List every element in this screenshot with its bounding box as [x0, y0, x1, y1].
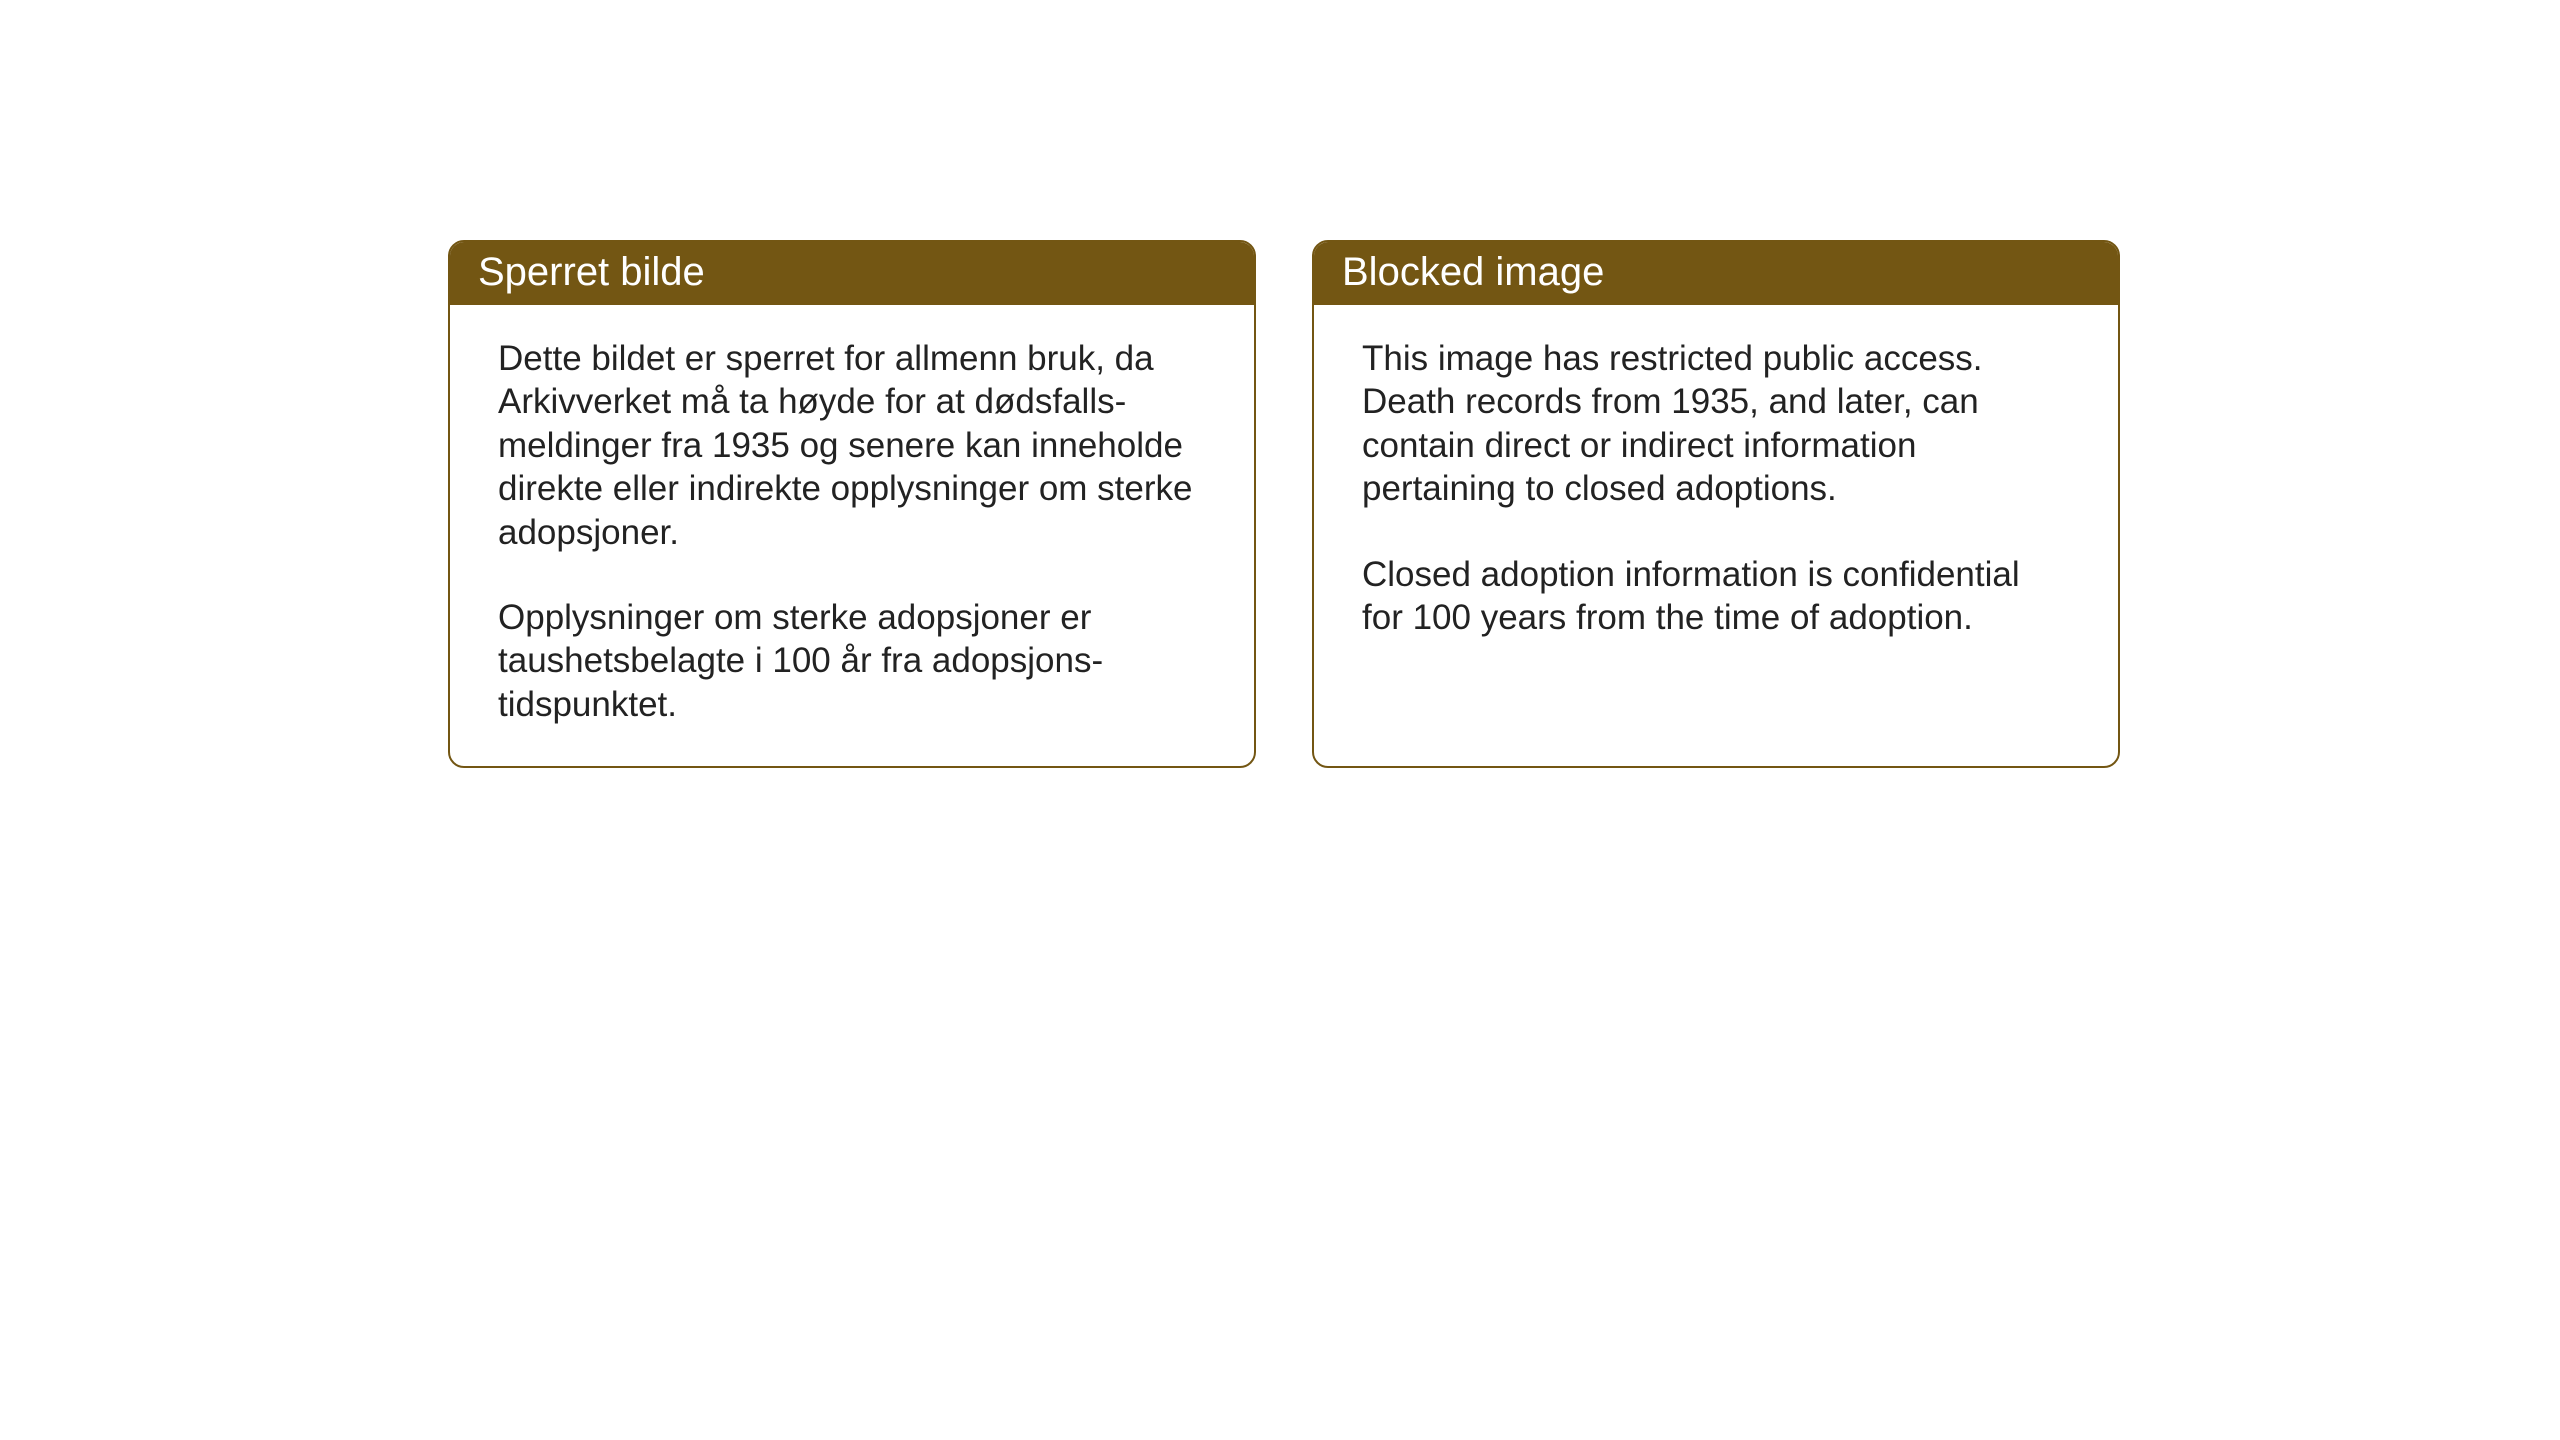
card-title-english: Blocked image [1342, 250, 1604, 294]
card-paragraph-english-1: This image has restricted public access.… [1362, 337, 2070, 511]
card-paragraph-norwegian-1: Dette bildet er sperret for allmenn bruk… [498, 337, 1206, 554]
card-body-norwegian: Dette bildet er sperret for allmenn bruk… [450, 305, 1254, 766]
card-header-norwegian: Sperret bilde [450, 242, 1254, 305]
notice-cards-container: Sperret bilde Dette bildet er sperret fo… [448, 240, 2120, 768]
notice-card-english: Blocked image This image has restricted … [1312, 240, 2120, 768]
card-body-english: This image has restricted public access.… [1314, 305, 2118, 745]
notice-card-norwegian: Sperret bilde Dette bildet er sperret fo… [448, 240, 1256, 768]
card-paragraph-norwegian-2: Opplysninger om sterke adopsjoner er tau… [498, 596, 1206, 726]
card-header-english: Blocked image [1314, 242, 2118, 305]
card-paragraph-english-2: Closed adoption information is confident… [1362, 553, 2070, 640]
card-title-norwegian: Sperret bilde [478, 250, 705, 294]
